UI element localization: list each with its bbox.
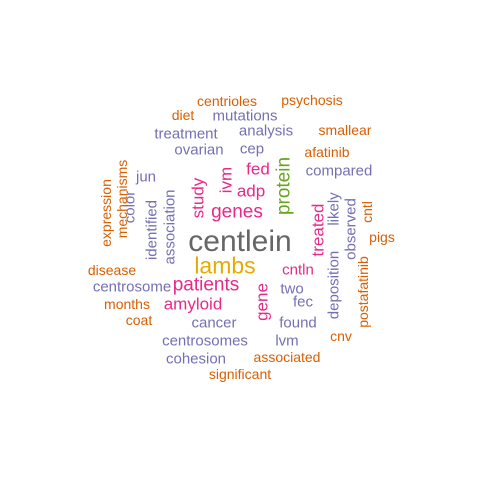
word-psychosis: psychosis [281, 92, 343, 108]
word-expression: expression [98, 179, 114, 247]
word-coat: coat [125, 312, 153, 328]
word-lambs: lambs [194, 252, 256, 279]
word-ovarian: ovarian [174, 141, 224, 159]
word-afatinib: afatinib [304, 144, 350, 160]
word-diet: diet [171, 107, 195, 123]
word-centrioles: centrioles [197, 93, 257, 109]
word-treated: treated [308, 203, 328, 257]
word-treatment: treatment [154, 125, 218, 143]
word-associated: associated [253, 349, 321, 365]
word-fec: fec [292, 293, 314, 311]
word-deposition: deposition [325, 250, 343, 320]
word-cntl: cntl [359, 201, 375, 223]
word-compared: compared [305, 162, 373, 180]
word-centrosomes: centrosomes [162, 332, 248, 350]
word-centlein: centlein [188, 225, 292, 258]
word-postafatinib: postafatinib [355, 256, 371, 328]
word-analysis: analysis [238, 122, 294, 140]
word-smallear: smallear [318, 122, 372, 138]
word-two: two [280, 280, 304, 298]
word-genes: genes [211, 201, 263, 223]
word-gene: gene [252, 283, 272, 321]
word-cohesion: cohesion [165, 350, 227, 368]
word-identified: identified [143, 199, 161, 261]
word-months: months [104, 296, 150, 312]
word-likely: likely [325, 192, 343, 226]
word-study: study [188, 177, 208, 219]
word-adp: adp [236, 181, 266, 201]
word-significant: significant [208, 366, 272, 382]
word-found: found [279, 314, 317, 332]
word-lvm: lvm [275, 332, 299, 350]
word-observed: observed [342, 198, 360, 260]
word-fed: fed [246, 159, 270, 179]
word-cancer: cancer [191, 314, 237, 332]
word-jun: jun [135, 168, 157, 186]
word-pigs: pigs [369, 229, 395, 245]
word-patients: patients [172, 274, 240, 296]
word-mutations: mutations [212, 107, 278, 125]
word-mechanisms: mechanisms [114, 159, 130, 239]
word-amyloid: amyloid [163, 294, 223, 314]
word-protein: protein [273, 156, 295, 216]
word-centrosome: centrosome [92, 278, 172, 296]
word-cntln: cntln [282, 261, 314, 279]
word-association: association [161, 189, 179, 265]
word-disease: disease [87, 262, 137, 278]
word-ivm: ivm [216, 166, 236, 194]
word-cnv: cnv [330, 328, 352, 344]
word-cep: cep [239, 140, 265, 158]
